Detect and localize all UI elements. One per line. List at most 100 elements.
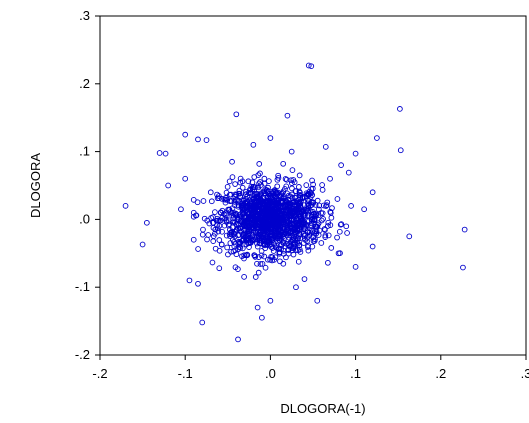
data-point [267,297,274,304]
data-point [352,264,359,270]
data-point [259,314,265,321]
data-point [327,210,334,216]
data-point [269,190,275,197]
data-point [236,187,243,194]
data-point [244,251,251,258]
data-point [278,199,285,205]
data-point [274,217,280,224]
data-point [291,225,298,232]
data-point [200,198,207,204]
data-point [241,274,247,280]
data-point [313,228,320,235]
data-point [278,242,285,249]
data-point [215,228,222,235]
data-point [291,179,298,186]
data-point [283,230,290,237]
data-point [320,216,326,222]
data-point [216,195,222,201]
data-point [309,177,315,184]
data-point [205,232,212,238]
data-point [254,243,261,250]
data-point [310,238,317,244]
data-point [233,227,240,234]
data-point [374,135,380,141]
y-tick-label: .0 [79,211,90,226]
data-point [203,137,210,143]
data-point [292,237,298,244]
data-point [280,213,287,220]
data-point [328,245,335,251]
data-point [337,221,344,228]
axis-ticks: -.2 -.1 .0 .1 .2 .3 -.2 -.1 .0 .1 .2 .3 [75,8,529,381]
data-point [298,221,305,228]
data-point [296,172,303,179]
data-point [306,188,313,195]
data-point [343,223,350,230]
data-point [178,206,184,213]
data-point [297,235,304,242]
data-point [201,215,208,222]
data-point [219,196,225,202]
data-point [406,233,413,240]
data-point [369,189,376,196]
data-point [296,199,303,206]
data-point [284,201,290,208]
data-point [239,204,246,211]
data-point [239,253,245,260]
data-point [229,231,235,238]
data-point [235,246,242,253]
y-tick-label: .2 [79,76,90,91]
data-point [232,181,238,187]
data-point [277,258,283,265]
data-point [319,182,325,188]
data-point [252,184,258,191]
data-point [311,217,318,224]
data-point [316,202,323,209]
data-point [316,227,323,234]
data-point [225,217,232,223]
data-point [304,244,311,250]
data-point [296,188,303,195]
data-point [156,150,163,156]
data-point [243,237,249,244]
data-point [265,256,271,263]
data-point [290,221,297,228]
data-point [309,185,316,192]
data-point [237,175,244,182]
data-point [291,229,298,235]
data-point [182,175,189,182]
data-point [267,135,274,141]
data-point [265,184,271,191]
data-point [235,336,241,343]
data-point [277,208,283,214]
data-point [280,221,287,228]
data-point [284,220,291,227]
data-point [305,62,312,69]
data-point [190,213,197,220]
data-point [236,241,243,247]
plot-frame [99,15,527,356]
data-point [304,228,311,234]
data-point [325,219,332,226]
data-point [318,240,325,246]
data-point [216,237,223,243]
data-point [280,160,287,167]
data-point [190,209,197,216]
data-point [247,215,254,222]
data-point [283,183,290,190]
data-point [139,241,146,248]
data-point [280,216,287,223]
data-point [186,277,193,284]
data-point [210,225,217,231]
data-point [300,240,307,246]
data-point [295,247,301,254]
data-point [296,191,303,198]
data-point [327,175,333,182]
data-point [264,197,271,204]
data-point [225,251,231,258]
data-point [233,221,240,227]
data-point [246,218,252,225]
data-point [230,248,237,255]
data-point [274,183,281,190]
